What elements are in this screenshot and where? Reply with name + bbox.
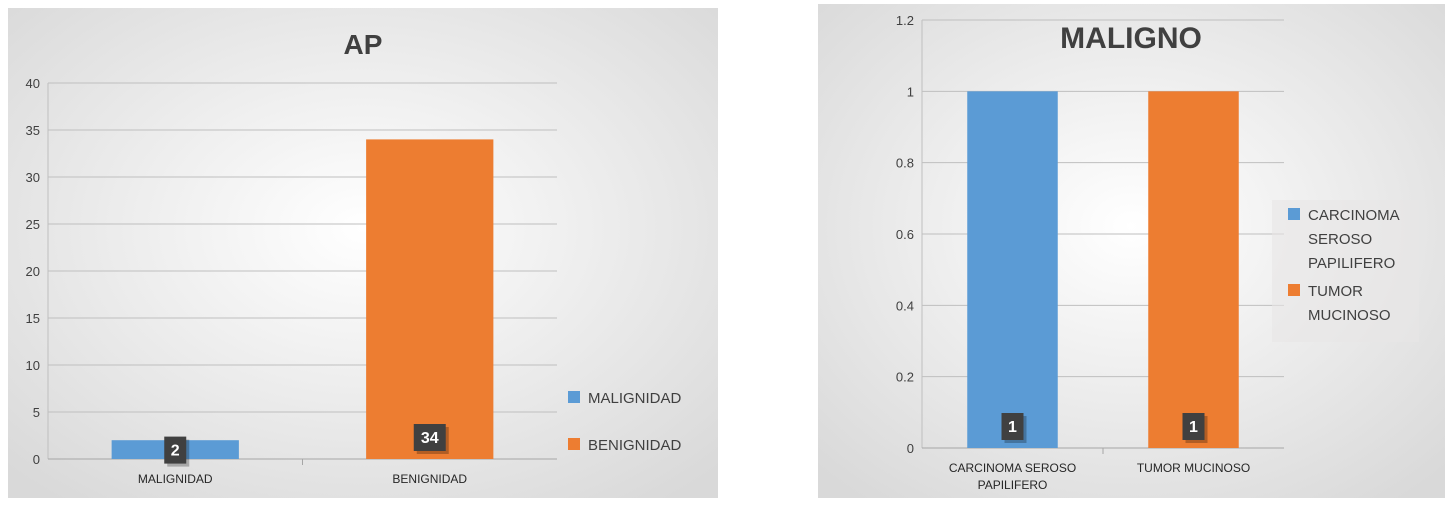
chart-ap-data-labels: 2 34 [164,424,449,467]
ap-legend-swatch-1 [568,391,580,403]
ap-y-tick-label: 0 [33,452,40,467]
chart-ap-x-categories: MALIGNIDAD BENIGNIDAD [138,472,468,486]
ap-y-tick-label: 30 [26,170,40,185]
mal-data-label: 1 [1189,419,1198,436]
mal-legend-swatch-1 [1288,208,1300,220]
ap-y-tick-label: 40 [26,76,40,91]
chart-maligno-y-ticks: 0 0.2 0.4 0.6 0.8 1 1.2 [896,13,914,456]
mal-data-label-box [1182,413,1205,440]
mal-x-category-label: CARCINOMA SEROSO [949,461,1076,475]
mal-y-tick-label: 1 [907,84,914,99]
ap-y-tick-label: 25 [26,217,40,232]
mal-bar-1 [967,91,1058,448]
mal-bar-2 [1148,91,1239,448]
chart-ap: AP 0 5 10 15 20 25 30 35 40 MALIGNIDAD BENIGNIDAD… [8,8,718,498]
ap-y-tick-label: 35 [26,123,40,138]
ap-y-tick-label: 5 [33,405,40,420]
ap-legend-label: MALIGNIDAD [588,390,682,407]
mal-y-tick-label: 0.8 [896,156,914,171]
ap-bar-2 [366,139,494,459]
ap-y-tick-label: 20 [26,264,40,279]
mal-y-tick-label: 0.6 [896,227,914,242]
chart-maligno-title: MALIGNO [1060,22,1202,55]
ap-y-tick-label: 15 [26,311,40,326]
mal-y-tick-label: 0 [907,441,914,456]
chart-ap-legend: MALIGNIDAD BENIGNIDAD [568,390,682,454]
chart-maligno-bars [967,91,1239,448]
mal-y-tick-label: 0.4 [896,298,914,313]
ap-legend-swatch-2 [568,438,580,450]
chart-ap-panel: AP 0 5 10 15 20 25 30 35 40 MALIGNIDAD BENIGNIDAD… [8,8,718,498]
ap-data-label-box [413,424,446,451]
ap-y-tick-label: 10 [26,358,40,373]
ap-data-label: 2 [171,443,180,460]
mal-x-category-label: TUMOR MUCINOSO [1137,461,1250,475]
mal-data-label-box [1001,413,1024,440]
chart-maligno-panel: MALIGNO 0 0.2 0.4 0.6 0.8 1 1.2 CARCINOMA SERO… [818,4,1445,498]
chart-ap-background [8,8,718,498]
mal-data-label: 1 [1008,419,1017,436]
chart-maligno: MALIGNO 0 0.2 0.4 0.6 0.8 1 1.2 CARCINOMA SERO… [818,4,1445,498]
chart-ap-title: AP [344,29,383,60]
ap-data-label: 34 [421,430,439,447]
mal-y-tick-label: 1.2 [896,13,914,28]
mal-legend-label: CARCINOMA [1308,207,1400,224]
mal-legend-label: PAPILIFERO [1308,255,1395,272]
mal-legend-label: SEROSO [1308,231,1372,248]
chart-maligno-x-categories: CARCINOMA SEROSO PAPILIFERO TUMOR MUCINOSO [949,461,1250,492]
ap-x-category-label: MALIGNIDAD [138,472,213,486]
mal-x-category-label: PAPILIFERO [978,478,1048,492]
mal-legend-label: TUMOR [1308,283,1363,300]
mal-legend-label: MUCINOSO [1308,307,1391,324]
chart-maligno-legend: CARCINOMA SEROSO PAPILIFERO TUMOR MUCINOSO [1272,200,1419,342]
ap-data-label-box [164,436,187,464]
mal-y-tick-label: 0.2 [896,370,914,385]
mal-legend-swatch-2 [1288,284,1300,296]
ap-legend-label: BENIGNIDAD [588,437,682,454]
chart-ap-y-ticks: 0 5 10 15 20 25 30 35 40 [26,76,40,467]
ap-x-category-label: BENIGNIDAD [392,472,467,486]
mal-legend-background [1272,200,1419,342]
